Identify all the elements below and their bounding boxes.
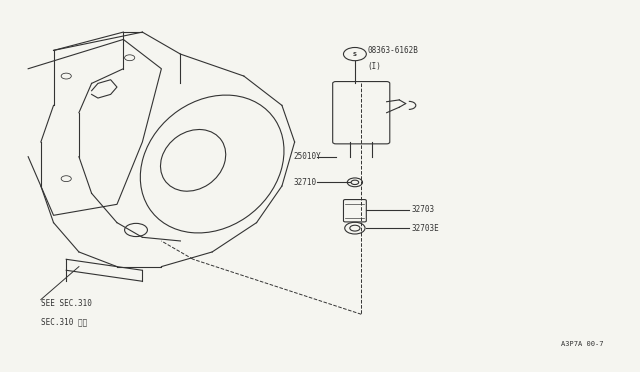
Text: SEE SEC.310: SEE SEC.310 <box>41 299 92 308</box>
Text: A3P7A 00-7: A3P7A 00-7 <box>561 341 604 347</box>
Text: 32710: 32710 <box>293 178 316 187</box>
Text: (I): (I) <box>367 62 381 71</box>
Text: 25010Y: 25010Y <box>293 152 321 161</box>
Text: 08363-6162B: 08363-6162B <box>367 46 419 55</box>
Text: SEC.310 参照: SEC.310 参照 <box>41 317 87 326</box>
Text: S: S <box>353 52 357 57</box>
Text: 32703E: 32703E <box>412 224 440 232</box>
Text: 32703: 32703 <box>412 205 435 214</box>
